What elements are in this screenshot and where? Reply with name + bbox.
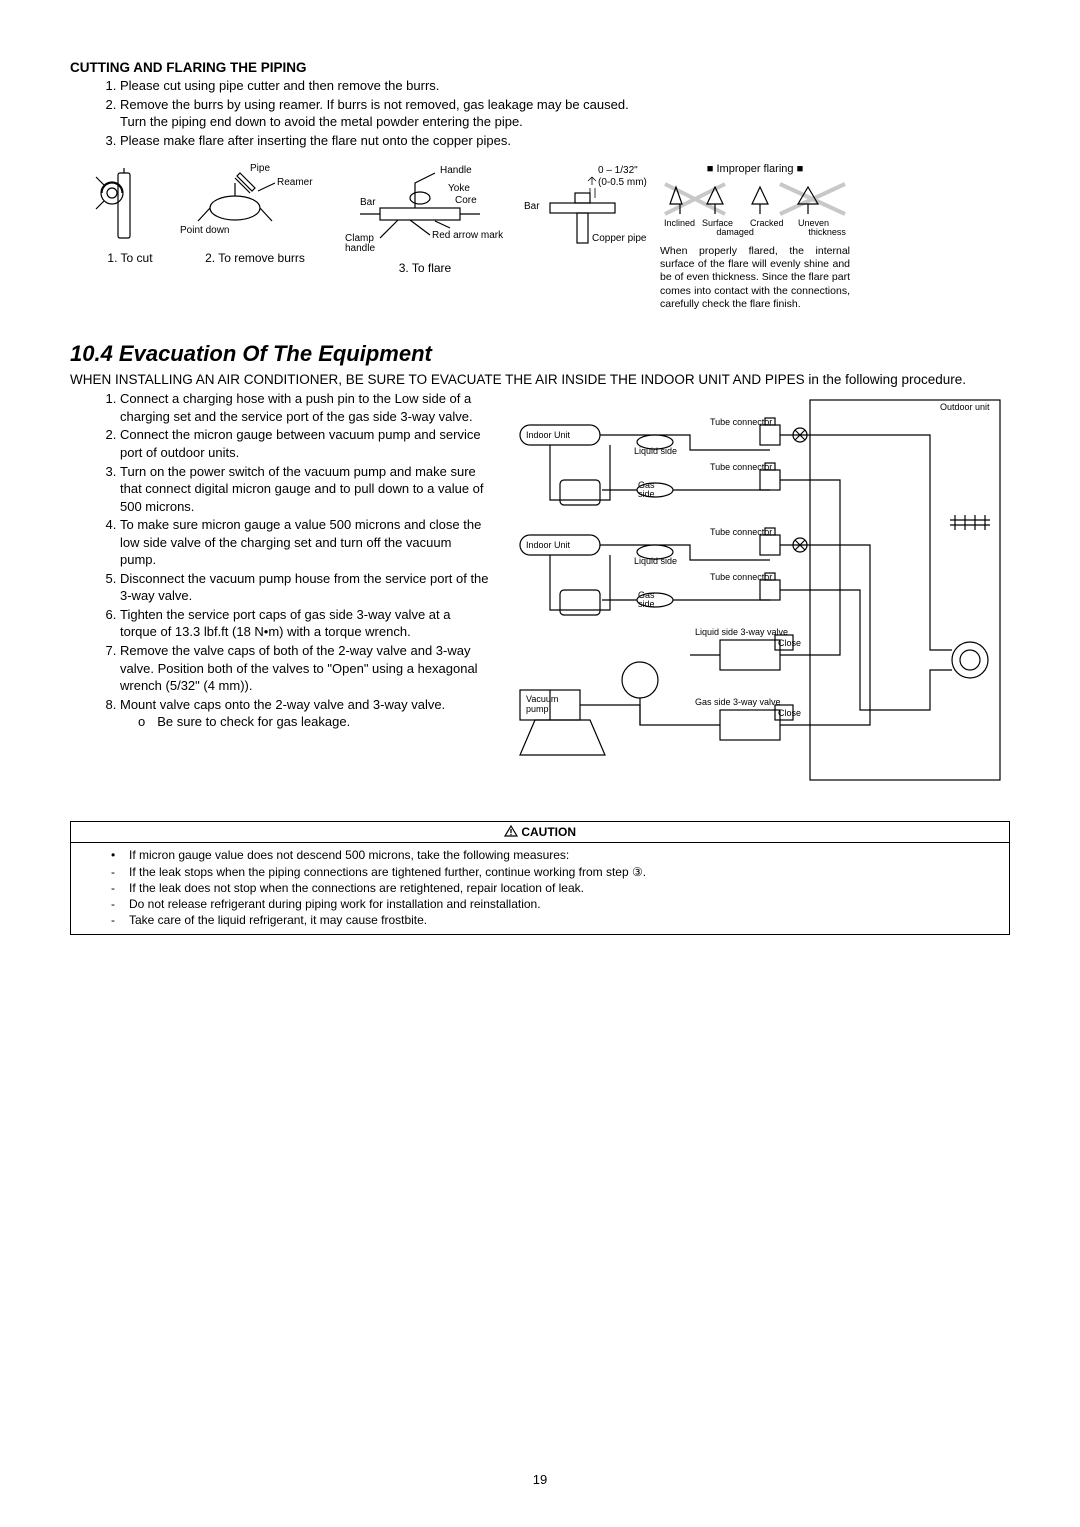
caution-box: CAUTION If micron gauge value does not d…: [70, 821, 1010, 935]
label-bar2: Bar: [524, 201, 540, 212]
reamer-icon: Pipe Reamer Point down: [180, 163, 330, 243]
page-number: 19: [0, 1472, 1080, 1487]
label-redarrow: Red arrow mark: [432, 230, 504, 241]
improper-note: When properly flared, the internal surfa…: [660, 245, 850, 311]
label-bar: Bar: [360, 197, 376, 208]
warning-icon: [504, 825, 518, 837]
section-10-4-title: 10.4 Evacuation Of The Equipment: [70, 341, 1010, 367]
caution-2: If the leak stops when the piping connec…: [111, 864, 991, 880]
cut-icon: [90, 163, 150, 243]
label-vacuum: Vacuumpump: [526, 694, 558, 714]
label-val1: 0 – 1/32": [598, 165, 638, 176]
cut-step-2: Remove the burrs by using reamer. If bur…: [120, 96, 1010, 131]
caution-body: If micron gauge value does not descend 5…: [71, 843, 1009, 934]
caution-4: Do not release refrigerant during piping…: [111, 896, 991, 912]
caption-toflare: 3. To flare: [340, 261, 510, 275]
label-thickness: thickness: [808, 227, 846, 237]
caution-3: If the leak does not stop when the conne…: [111, 880, 991, 896]
improper-flaring-box: ■ Improper flaring ■ Inclined Surface Cr…: [660, 163, 850, 311]
proc-8: Mount valve caps onto the 2-way valve an…: [120, 696, 490, 731]
flare-icon: Handle Bar Yoke Core Clamphandle Red arr…: [340, 163, 510, 253]
procedure-col: Connect a charging hose with a push pin …: [70, 390, 490, 731]
cut-step-1: Please cut using pipe cutter and then re…: [120, 77, 1010, 95]
proc-1: Connect a charging hose with a push pin …: [120, 390, 490, 425]
caution-header: CAUTION: [71, 822, 1009, 843]
cut-step-3: Please make flare after inserting the fl…: [120, 132, 1010, 150]
label-liquid1: Liquid side: [634, 446, 677, 456]
label-handle: Handle: [440, 165, 472, 176]
label-indoor2: Indoor Unit: [526, 540, 571, 550]
heading-cutting: CUTTING AND FLARING THE PIPING: [70, 60, 1010, 75]
label-tube2: Tube connector: [710, 462, 772, 472]
label-close2: Close: [778, 708, 801, 718]
caption-tocut: 1. To cut: [90, 251, 170, 265]
label-pipe: Pipe: [250, 163, 270, 174]
lead-para: WHEN INSTALLING AN AIR CONDITIONER, BE S…: [70, 371, 1010, 389]
proc-6: Tighten the service port caps of gas sid…: [120, 606, 490, 641]
caption-removeburrs: 2. To remove burrs: [180, 251, 330, 265]
proc-8-text: Mount valve caps onto the 2-way valve an…: [120, 697, 445, 712]
proc-7: Remove the valve caps of both of the 2-w…: [120, 642, 490, 695]
label-yoke: Yoke: [448, 183, 470, 194]
proc-2: Connect the micron gauge between vacuum …: [120, 426, 490, 461]
cut-step-2a: Remove the burrs by using reamer. If bur…: [120, 97, 629, 112]
diagram-tocut: 1. To cut: [90, 163, 170, 265]
label-outdoor: Outdoor unit: [940, 402, 990, 412]
proc-5: Disconnect the vacuum pump house from th…: [120, 570, 490, 605]
proc-4: To make sure micron gauge a value 500 mi…: [120, 516, 490, 569]
diagram-toflare: Handle Bar Yoke Core Clamphandle Red arr…: [340, 163, 510, 275]
label-core: Core: [455, 195, 477, 206]
label-liq3way: Liquid side 3-way valve: [695, 627, 788, 637]
cut-step-2b: Turn the piping end down to avoid the me…: [120, 114, 523, 129]
label-tube3: Tube connector: [710, 527, 772, 537]
two-col: Connect a charging hose with a push pin …: [70, 390, 1010, 793]
label-gas1: Gasside: [638, 480, 655, 499]
improper-icon: Inclined Surface Cracked Uneven: [660, 179, 850, 229]
proc-3: Turn on the power switch of the vacuum p…: [120, 463, 490, 516]
label-indoor1: Indoor Unit: [526, 430, 571, 440]
caution-1: If micron gauge value does not descend 5…: [111, 847, 991, 863]
label-pointdown: Point down: [180, 225, 229, 236]
label-liquid2: Liquid side: [634, 556, 677, 566]
improper-title: ■ Improper flaring ■: [660, 163, 850, 175]
label-gas2: Gasside: [638, 590, 655, 609]
label-close1: Close: [778, 638, 801, 648]
label-tube1: Tube connector: [710, 417, 772, 427]
copper-icon: 0 – 1/32" (0-0.5 mm) Bar Copper pipe: [520, 163, 650, 253]
label-reamer: Reamer: [277, 177, 313, 188]
caution-title: CAUTION: [521, 825, 576, 839]
proc-8a: Be sure to check for gas leakage.: [138, 713, 490, 731]
label-copper: Copper pipe: [592, 233, 647, 244]
cutting-list: Please cut using pipe cutter and then re…: [70, 77, 1010, 149]
label-damaged: damaged: [716, 227, 754, 237]
diagram-copper: 0 – 1/32" (0-0.5 mm) Bar Copper pipe: [520, 163, 650, 253]
diagrams-row: 1. To cut Pipe Reamer Point down 2. To r…: [90, 163, 1010, 311]
schematic-col: Indoor Unit Indoor Unit Outdoor unit Tub…: [510, 390, 1010, 793]
evacuation-schematic: Indoor Unit Indoor Unit Outdoor unit Tub…: [510, 390, 1010, 790]
label-clamp: Clamphandle: [345, 233, 375, 253]
label-tube4: Tube connector: [710, 572, 772, 582]
label-val2: (0-0.5 mm): [598, 177, 647, 188]
label-gas3way: Gas side 3-way valve: [695, 697, 781, 707]
caution-5: Take care of the liquid refrigerant, it …: [111, 912, 991, 928]
procedure-list: Connect a charging hose with a push pin …: [70, 390, 490, 730]
diagram-removeburrs: Pipe Reamer Point down 2. To remove burr…: [180, 163, 330, 265]
